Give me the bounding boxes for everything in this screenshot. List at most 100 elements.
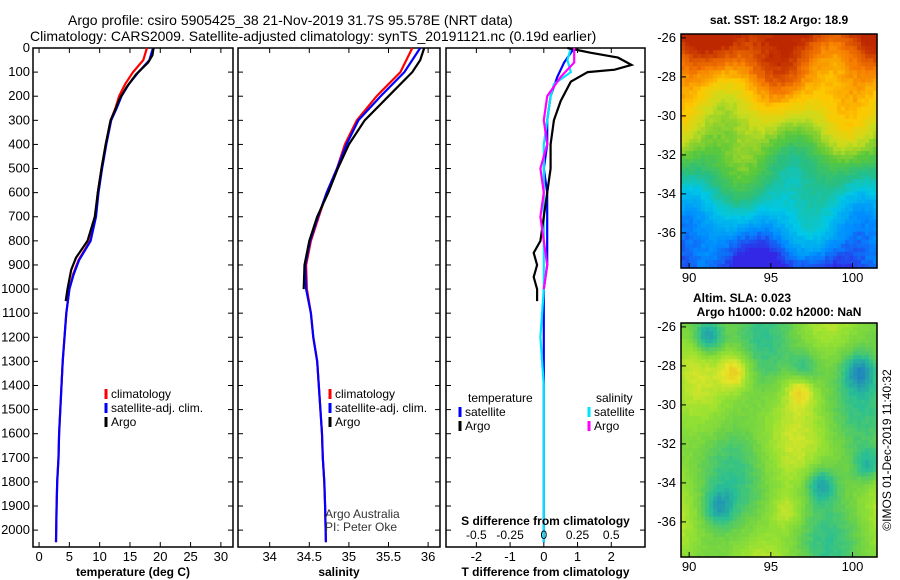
map-cell — [733, 351, 738, 356]
map-cell — [873, 323, 878, 328]
map-cell — [717, 476, 722, 481]
map-cell — [713, 395, 718, 401]
map-cell — [769, 98, 774, 104]
map-cell — [873, 203, 878, 209]
map-cell — [797, 187, 802, 192]
map-cell — [769, 183, 774, 188]
map-cell — [837, 183, 842, 188]
map-cell — [813, 456, 818, 461]
map-cell — [693, 151, 698, 156]
map-cell — [709, 411, 714, 417]
map-cell — [849, 203, 854, 209]
map-cell — [693, 448, 698, 453]
map-cell — [825, 460, 830, 465]
map-cell — [797, 423, 802, 429]
map-cell — [721, 464, 726, 469]
y-tick-label: 1000 — [1, 281, 30, 296]
map-cell — [825, 347, 830, 352]
map-cell — [809, 379, 814, 385]
map-cell — [765, 86, 770, 92]
map-cell — [785, 171, 790, 176]
legend-label: satellite-adj. clim. — [335, 401, 427, 415]
map-cell — [773, 407, 778, 413]
map-cell — [845, 444, 850, 449]
map-cell — [721, 38, 726, 43]
map-cell — [785, 142, 790, 148]
map-cell — [869, 171, 874, 176]
map-cell — [865, 126, 870, 132]
map-cell — [805, 78, 810, 84]
map-cell — [761, 423, 766, 429]
map-cell — [713, 78, 718, 84]
map-cell — [805, 440, 810, 445]
map-cell — [865, 355, 870, 360]
map-cell — [705, 223, 710, 229]
map-cell — [713, 114, 718, 120]
map-cell — [765, 407, 770, 413]
map-cell — [689, 74, 694, 79]
map-cell — [765, 146, 770, 152]
map-cell — [865, 94, 870, 100]
map-cell — [689, 38, 694, 43]
map-cell — [801, 468, 806, 473]
map-cell — [825, 34, 830, 39]
map-cell — [865, 387, 870, 393]
map-cell — [865, 219, 870, 225]
map-cell — [809, 251, 814, 257]
map-cell — [709, 58, 714, 63]
map-cell — [841, 199, 846, 205]
map-cell — [861, 159, 866, 164]
map-cell — [717, 331, 722, 336]
map-cell — [713, 407, 718, 413]
map-cell — [773, 187, 778, 192]
map-cell — [777, 464, 782, 469]
map-cell — [845, 399, 850, 405]
map-cell — [773, 427, 778, 433]
map-cell — [853, 130, 858, 136]
map-cell — [861, 379, 866, 385]
map-cell — [837, 195, 842, 201]
map-cell — [753, 211, 758, 217]
map-cell — [841, 126, 846, 132]
map-cell — [701, 219, 706, 225]
map-cell — [845, 223, 850, 229]
map-cell — [845, 106, 850, 112]
map-cell — [757, 371, 762, 377]
map-cell — [713, 468, 718, 473]
map-cell — [869, 203, 874, 209]
map-cell — [869, 34, 874, 39]
map-cell — [725, 195, 730, 201]
map-cell — [741, 207, 746, 213]
map-cell — [793, 415, 798, 421]
map-cell — [833, 62, 838, 67]
map-cell — [741, 415, 746, 421]
map-cell — [797, 411, 802, 417]
map-cell — [681, 155, 686, 160]
map-cell — [681, 151, 686, 156]
map-cell — [689, 423, 694, 429]
map-cell — [865, 259, 870, 265]
map-cell — [785, 159, 790, 164]
map-cell — [769, 335, 774, 340]
map-cell — [701, 38, 706, 43]
map-cell — [865, 255, 870, 261]
map-cell — [713, 327, 718, 332]
map-cell — [737, 251, 742, 257]
map-cell — [789, 263, 794, 269]
map-cell — [817, 456, 822, 461]
map-cell — [753, 106, 758, 112]
map-cell — [765, 134, 770, 140]
map-cell — [765, 130, 770, 136]
map-cell — [789, 415, 794, 421]
map-cell — [865, 98, 870, 104]
map-cell — [729, 50, 734, 55]
map-cell — [745, 54, 750, 59]
map-cell — [709, 448, 714, 453]
map-cell — [857, 187, 862, 192]
map-cell — [785, 359, 790, 364]
map-cell — [761, 343, 766, 348]
series-line-temperature-satellite — [542, 47, 576, 543]
map-cell — [761, 122, 766, 128]
map-cell — [737, 387, 742, 393]
map-cell — [709, 50, 714, 55]
